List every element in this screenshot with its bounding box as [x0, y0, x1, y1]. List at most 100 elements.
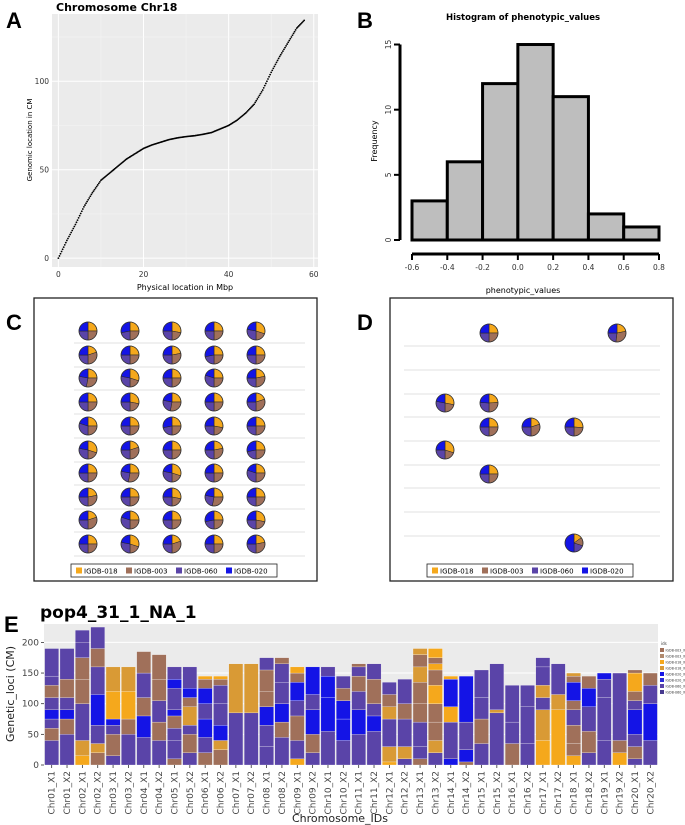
pie-outline: [246, 416, 266, 436]
panel-e-segment: [520, 685, 535, 707]
panel-d-legend: IGDB-018 IGDB-003 IGDB-060 IGDB-020: [426, 563, 634, 578]
panel-a-point: [94, 187, 97, 189]
pie-outline: [162, 416, 182, 436]
panel-e-ytick: 0: [33, 761, 39, 771]
panel-e-segment: [274, 737, 290, 766]
panel-e-segment: [228, 712, 244, 766]
panel-e-xtick: Chr17_X2: [554, 771, 564, 815]
panel-e-legend-label: IGDB-060_X1: [666, 685, 685, 689]
panel-e-segment: [213, 725, 228, 741]
panel-e-segment: [474, 743, 489, 766]
panel-e-segment: [382, 682, 397, 695]
panel-e-segment: [290, 666, 305, 674]
panel-e-segment: [566, 725, 581, 744]
panel-d-frame: [389, 297, 674, 582]
pie-outline: [246, 534, 266, 554]
panel-e-segment: [627, 758, 643, 766]
panel-c-pie: [120, 440, 140, 460]
pie-outline: [162, 392, 182, 412]
panel-e-segment: [182, 725, 198, 735]
panel-c-pie: [204, 392, 224, 412]
panel-c-pie: [162, 416, 182, 436]
panel-label-c: C: [6, 310, 22, 335]
panel-e-segment: [182, 666, 198, 689]
panel-e-segment: [336, 740, 351, 766]
panel-e-segment: [213, 675, 228, 680]
panel-e-segment: [412, 682, 428, 704]
panel-e-segment: [151, 679, 167, 701]
panel-e-bar: [320, 666, 336, 766]
panel-e-segment: [643, 740, 658, 766]
panel-e-segment: [305, 734, 320, 753]
panel-e-segment: [290, 700, 305, 717]
panel-e-bar: [182, 666, 198, 766]
panel-e-xtick: Chr15_X2: [493, 771, 503, 815]
panel-e-segment: [90, 752, 105, 766]
panel-b-histogram: Histogram of phenotypic_values -0.6 -0.4 -…: [370, 13, 665, 295]
pie-outline: [120, 345, 140, 365]
panel-e-segment: [167, 740, 182, 759]
pie-outline: [204, 487, 224, 507]
panel-e-stacked-bars: pop4_31_1_NA_1 Chr01_X1 Chr01_X2 Chr02_X1 C…: [4, 603, 685, 825]
panel-a-ytick: 0: [44, 254, 49, 263]
panel-e-segment: [351, 666, 366, 677]
panel-e-segment: [305, 666, 320, 695]
panel-c-pie: [120, 392, 140, 412]
panel-e-legend-label: IGDB-018_X2: [666, 667, 685, 671]
panel-a-point: [273, 65, 276, 68]
pie-outline: [162, 321, 182, 341]
panel-e-legend-swatch: [660, 684, 664, 688]
panel-e-segment: [244, 663, 259, 714]
pie-outline: [246, 368, 266, 388]
panel-e-segment: [121, 718, 136, 735]
panel-c-pie: [246, 440, 266, 460]
panel-e-segment: [151, 654, 167, 680]
panel-a-point: [258, 94, 261, 97]
pie-outline: [564, 533, 584, 553]
panel-e-background: [44, 624, 658, 765]
panel-a-point: [253, 103, 256, 106]
panel-e-segment: [75, 630, 90, 643]
panel-e-segment: [643, 703, 658, 741]
pie-outline: [204, 510, 224, 530]
panel-e-segment: [213, 685, 228, 704]
panel-a-point: [269, 73, 272, 76]
panel-a-xlabel: Physical location in Mbp: [137, 283, 233, 292]
pie-outline: [120, 487, 140, 507]
panel-a-point: [275, 61, 278, 64]
panel-e-bar: [213, 675, 228, 766]
panel-e-segment: [290, 672, 305, 683]
panel-c-pie: [246, 392, 266, 412]
panel-a-point: [59, 252, 62, 255]
panel-e-segment: [90, 743, 105, 753]
panel-e-segment: [75, 703, 90, 741]
legend-label: IGDB-060: [540, 568, 574, 576]
panel-a-point: [89, 195, 92, 198]
panel-a-point: [87, 198, 90, 201]
panel-e-segment: [474, 669, 489, 698]
legend-label: IGDB-018: [84, 568, 118, 576]
panel-e-ylabel: Genetic_loci (CM): [4, 646, 17, 742]
panel-e-bar: [167, 666, 182, 766]
panel-e-segment: [366, 731, 382, 766]
panel-a-point: [264, 82, 267, 85]
panel-e-segment: [44, 718, 59, 729]
panel-a-point: [79, 212, 82, 215]
panel-e-segment: [259, 725, 274, 747]
panel-e-bar: [75, 630, 90, 766]
panel-e-ytick: 200: [22, 638, 39, 648]
panel-e-bar: [290, 666, 305, 766]
panel-c-pie: [78, 416, 98, 436]
panel-e-segment: [274, 657, 290, 664]
panel-e-legend-swatch: [660, 672, 664, 676]
panel-c-pie: [162, 463, 182, 483]
panel-e-segment: [428, 669, 443, 686]
panel-c-pie: [204, 321, 224, 341]
panel-a-point: [257, 96, 260, 99]
panel-c-pie: [204, 510, 224, 530]
panel-c-pie: [120, 345, 140, 365]
pie-outline: [204, 534, 224, 554]
panel-b-ytick: 0: [384, 237, 393, 242]
panel-e-legend-swatch: [660, 654, 664, 658]
